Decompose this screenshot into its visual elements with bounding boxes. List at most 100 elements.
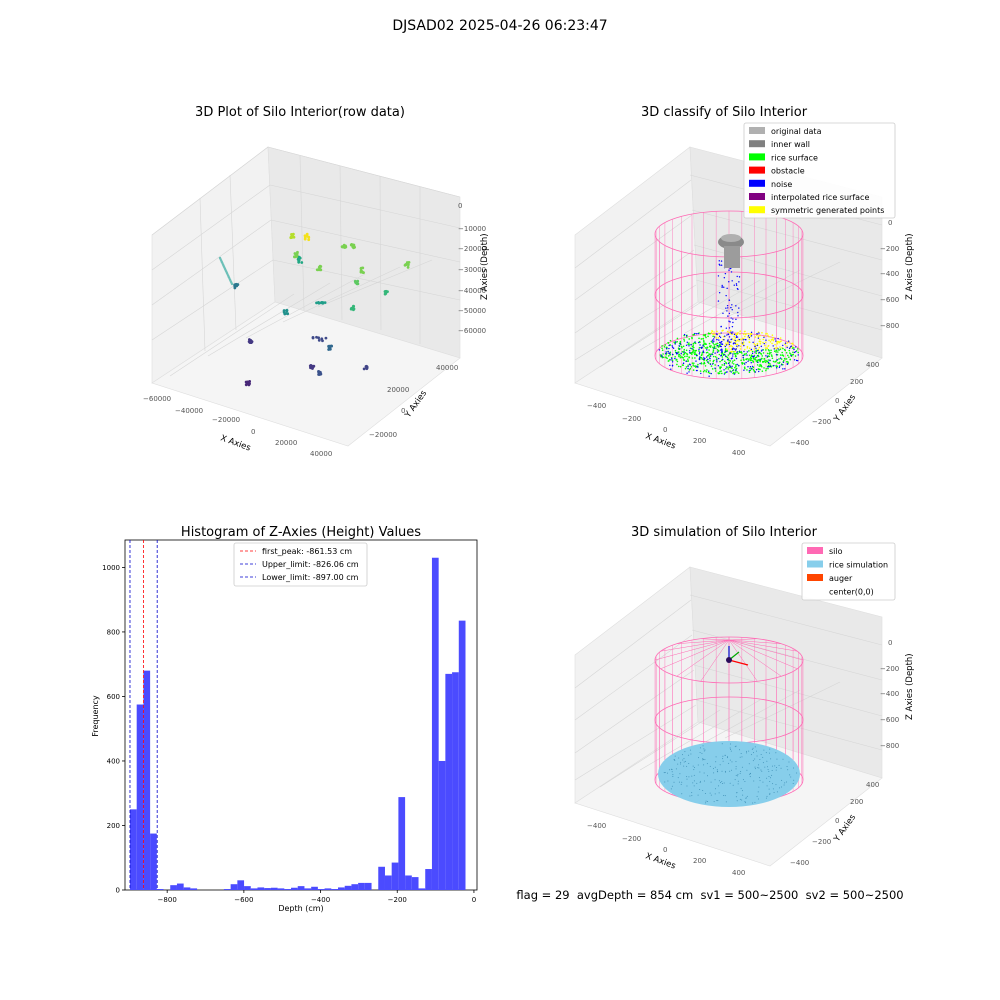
- classify-noise-point: [755, 347, 757, 349]
- simulation-rice-point: [778, 764, 780, 766]
- simulation-rice-point: [713, 801, 715, 803]
- classify-noise-point: [665, 352, 667, 355]
- classify-surface-point: [791, 342, 794, 345]
- raw-data-point: [305, 232, 309, 236]
- simulation-rice-point: [697, 794, 699, 796]
- classify-surface-point: [730, 341, 732, 343]
- classify-surface-point: [744, 367, 746, 370]
- raw-data-point: [353, 279, 357, 283]
- simulation-rice-point: [697, 757, 699, 759]
- classify-noise-point: [716, 351, 719, 353]
- classify-surface-point: [764, 359, 766, 362]
- simulation-rice-point: [704, 793, 706, 795]
- classify-noise-point: [696, 369, 698, 372]
- simulation-rice-point: [767, 766, 769, 768]
- simulation-rice-point: [739, 772, 741, 774]
- simulation-rice-point: [735, 768, 737, 770]
- classify-surface-point: [706, 347, 708, 349]
- raw-data-point: [285, 308, 289, 312]
- simulation-rice-point: [774, 765, 776, 767]
- classify-noise-point: [752, 341, 754, 344]
- classify-noise-point: [687, 367, 689, 370]
- simulation-rice-point: [675, 768, 677, 770]
- simulation-rice-point: [702, 759, 704, 761]
- classify-surface-point: [738, 351, 741, 354]
- classify-noise-point: [779, 357, 782, 359]
- simulation-rice-point: [678, 757, 680, 759]
- classify-surface-point: [753, 348, 756, 350]
- classify-noise-point: [694, 332, 696, 335]
- classify-noise-point: [679, 343, 682, 345]
- raw-data-point: [319, 268, 323, 272]
- raw-data-point: [328, 344, 331, 348]
- histogram-bar: [358, 882, 365, 890]
- raw-data-point: [308, 364, 312, 368]
- classify-surface-point: [731, 350, 733, 353]
- simulation-legend: silo rice simulation auger center(0,0): [801, 542, 896, 601]
- simulation-roof-line: [654, 639, 730, 661]
- classify-noise-point: [763, 336, 765, 339]
- classify-surface-point: [714, 333, 716, 336]
- simulation-rice-point: [710, 794, 712, 796]
- classify-surface-point: [780, 358, 783, 360]
- simulation-rice-point: [677, 777, 679, 779]
- histogram-xtick-label: −400: [311, 896, 330, 904]
- classify-surface-point: [682, 357, 685, 359]
- raw-data-point: [340, 245, 344, 249]
- classify-noise-point: [713, 347, 715, 349]
- raw-data-point: [300, 261, 304, 264]
- classify-surface-point: [723, 364, 726, 366]
- classify-noise-point: [728, 299, 731, 301]
- classify-noise-point: [738, 365, 740, 367]
- classify-surface-point: [788, 356, 790, 359]
- classify-noise-point: [731, 308, 733, 311]
- simulation-rice-point: [664, 781, 666, 783]
- classify-surface-point: [759, 338, 761, 341]
- simulation-rice-point: [727, 757, 729, 759]
- classify-surface-point: [681, 346, 683, 349]
- classify-surface-point: [729, 360, 732, 362]
- classify-noise-point: [735, 335, 738, 337]
- classify-noise-point: [777, 337, 779, 340]
- classify-xtick-label: 0: [663, 426, 667, 434]
- classify-surface-point: [727, 368, 730, 370]
- classify-surface-point: [703, 345, 705, 348]
- classify-noise-point: [731, 332, 733, 335]
- classify-surface-point: [736, 333, 739, 336]
- classify-noise-point: [750, 348, 753, 351]
- classify-noise-point: [755, 368, 758, 371]
- classify-surface-point: [692, 349, 695, 351]
- classify-surface-point: [748, 354, 751, 357]
- classify-surface-point: [660, 355, 662, 358]
- classify-surface-point: [668, 358, 671, 361]
- classify-surface-point: [702, 337, 705, 340]
- raw-data-point: [246, 381, 250, 385]
- simulation-rice-point: [693, 774, 695, 776]
- classify-surface-point: [727, 342, 729, 344]
- classify-surface-point: [679, 365, 682, 368]
- simulation-rice-point: [730, 750, 732, 752]
- raw-data-point: [404, 263, 408, 266]
- simulation-rice-point: [749, 772, 751, 774]
- classify-surface-point: [775, 360, 777, 363]
- simulation-rice-point: [775, 752, 777, 754]
- classify-surface-point: [767, 364, 770, 367]
- classify-surface-point: [726, 350, 728, 352]
- classify-noise-point: [765, 339, 767, 341]
- histogram-vlines: [129, 540, 158, 890]
- histogram-xaxis-label: Depth (cm): [278, 904, 323, 913]
- classify-surface-point: [715, 343, 718, 345]
- classify-noise-point: [713, 338, 715, 340]
- simulation-rice-point: [681, 754, 683, 756]
- simulation-rice-point: [793, 767, 795, 769]
- simulation-rice-point: [681, 793, 683, 795]
- raw-xtick-label: −40000: [175, 407, 203, 415]
- raw-data-point: [343, 245, 347, 249]
- classify-noise-point: [671, 357, 673, 360]
- raw-xtick-label: 0: [251, 428, 255, 436]
- classify-noise-point: [743, 350, 745, 353]
- classify-surface-point: [750, 354, 753, 356]
- classify-noise-point: [782, 361, 785, 363]
- simulation-rice-point: [735, 766, 737, 768]
- classify-xtick-label: 200: [693, 437, 706, 445]
